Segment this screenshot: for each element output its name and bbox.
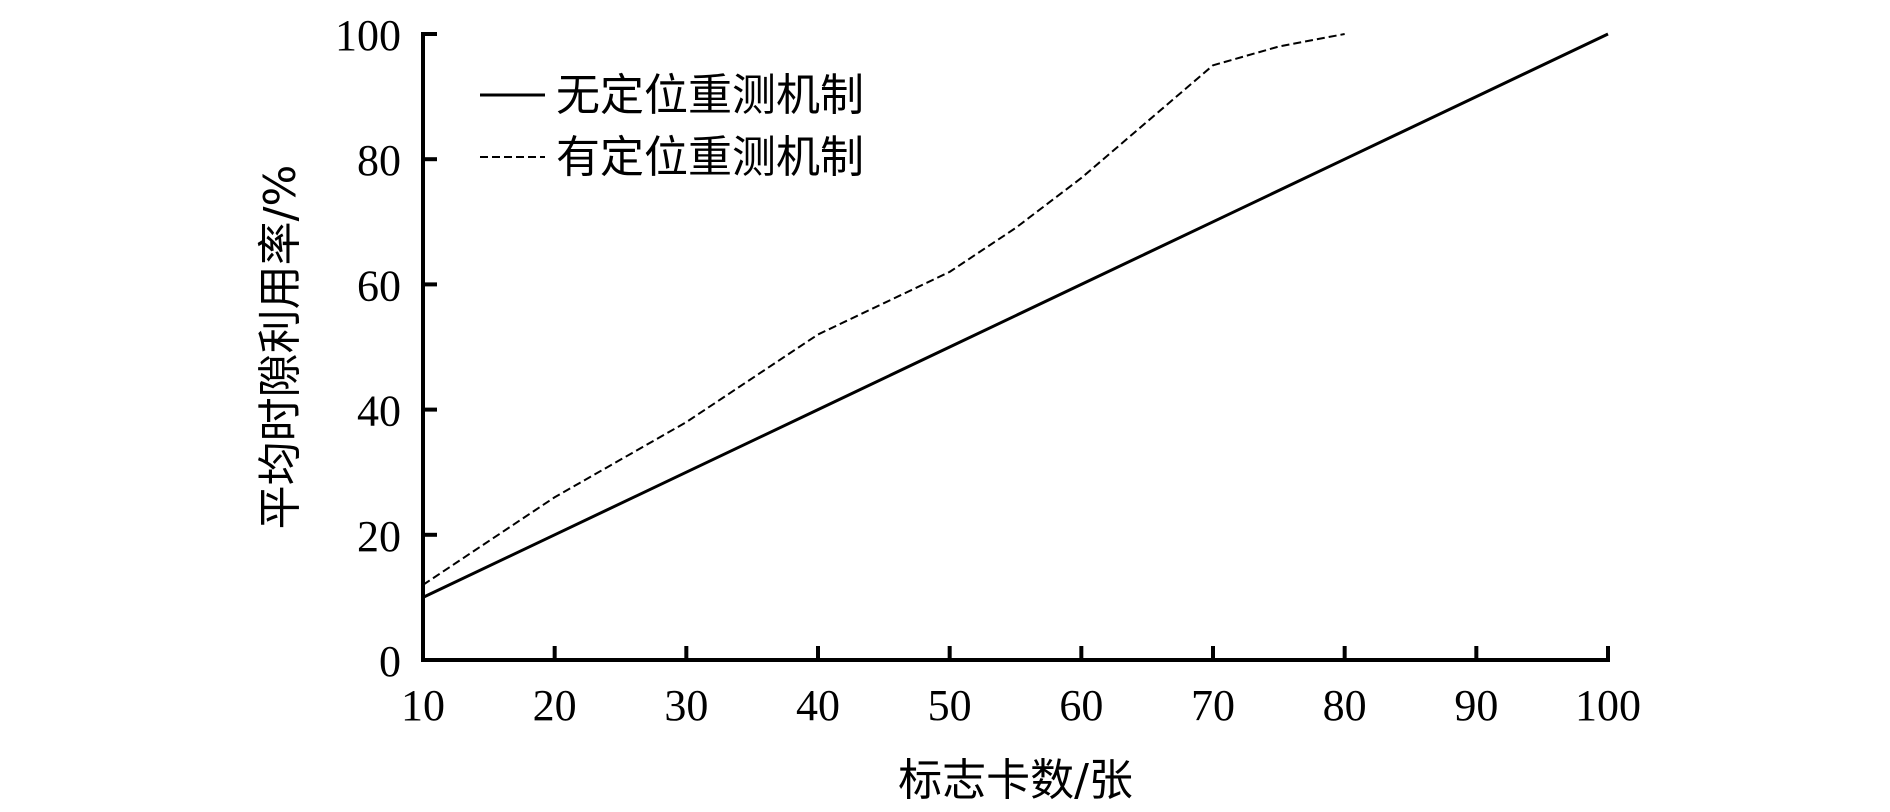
y-tick-label: 80	[357, 136, 401, 185]
x-tick-label: 100	[1575, 681, 1641, 730]
x-axis-title: 标志卡数/张	[898, 755, 1133, 806]
x-axis-ticks: 10 20 30 40 50 60 70 80 90 100	[401, 646, 1641, 730]
x-tick-label: 40	[796, 681, 840, 730]
y-tick-label: 40	[357, 387, 401, 436]
y-tick-label: 100	[335, 11, 401, 60]
x-tick-label: 80	[1323, 681, 1367, 730]
y-axis-ticks: 0 20 40 60 80 100	[335, 11, 437, 686]
legend-label: 有定位重测机制	[556, 132, 864, 183]
y-tick-label: 20	[357, 512, 401, 561]
y-tick-label: 0	[379, 637, 401, 686]
x-tick-label: 70	[1191, 681, 1235, 730]
series-layer	[422, 32, 1609, 599]
x-tick-label: 50	[928, 681, 972, 730]
series-line-1	[422, 32, 1609, 599]
y-tick-label: 60	[357, 261, 401, 310]
x-tick-label: 30	[664, 681, 708, 730]
y-axis-title: 平均时隙利用率/%	[255, 165, 306, 530]
x-tick-label: 60	[1059, 681, 1103, 730]
axes	[421, 32, 1610, 662]
x-tick-label: 90	[1454, 681, 1498, 730]
x-tick-label: 20	[533, 681, 577, 730]
legend-label: 无定位重测机制	[556, 70, 864, 121]
x-tick-label: 10	[401, 681, 445, 730]
series-line-2	[422, 33, 1345, 586]
